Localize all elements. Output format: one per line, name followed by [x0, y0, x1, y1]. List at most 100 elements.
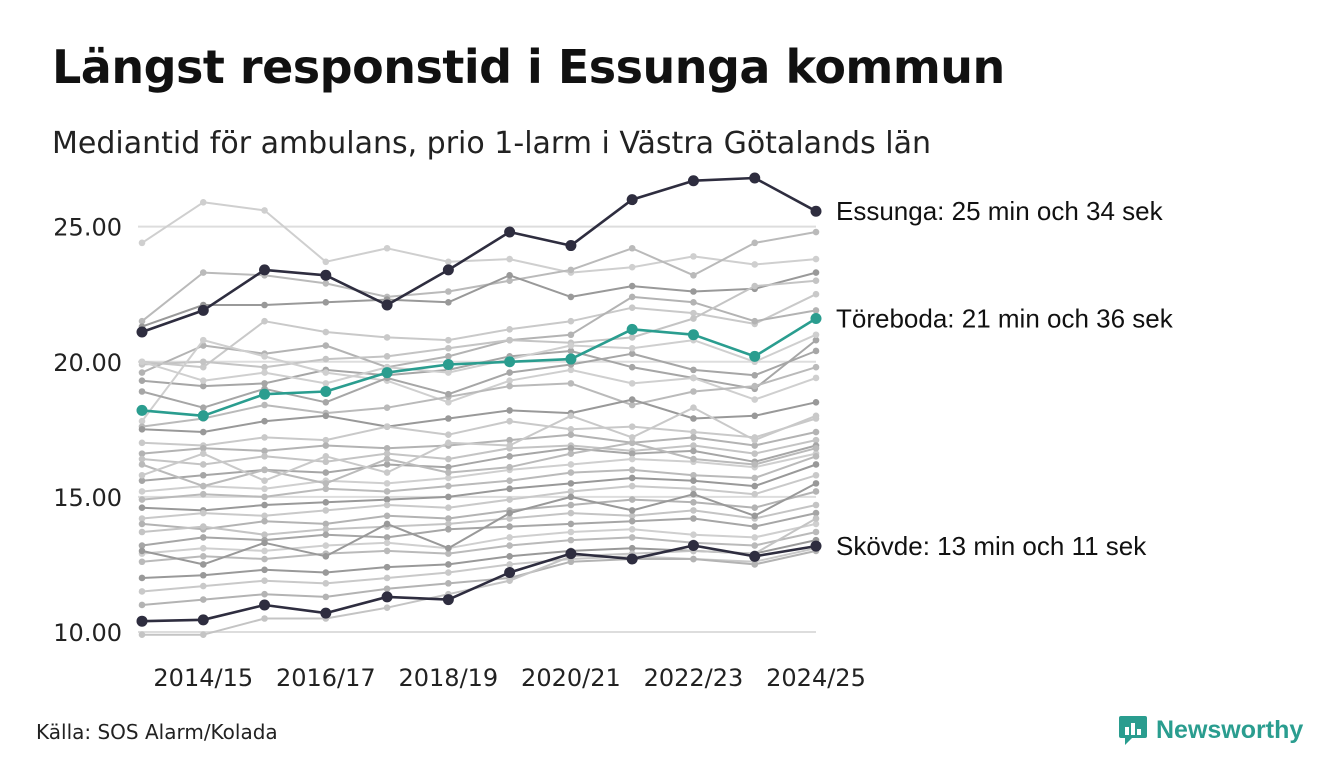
data-point [628, 526, 636, 533]
data-point [383, 461, 391, 468]
x-tick-label: 2018/19 [399, 664, 499, 692]
newsworthy-logo: Newsworthy [1118, 714, 1303, 746]
data-point [567, 450, 575, 457]
data-point [626, 194, 638, 206]
data-point [810, 313, 822, 325]
series-line [141, 444, 817, 482]
data-point [751, 461, 759, 468]
data-point [138, 471, 146, 479]
data-point [690, 485, 697, 493]
data-point [445, 561, 452, 568]
data-point [445, 336, 452, 344]
data-point [506, 561, 513, 568]
series-end-label: Skövde: 13 min och 11 sek [836, 531, 1147, 561]
data-point [261, 434, 268, 441]
data-point [383, 455, 391, 463]
data-point [567, 493, 575, 501]
data-point [261, 207, 268, 214]
series-line [141, 398, 817, 433]
highlighted-series [136, 172, 822, 627]
data-point [690, 315, 697, 322]
data-point [261, 317, 268, 325]
y-tick-label: 15.00 [53, 484, 122, 512]
data-point [197, 614, 209, 626]
data-point [751, 534, 759, 541]
data-point [567, 380, 575, 387]
data-point [381, 367, 393, 379]
data-point [628, 334, 636, 341]
data-point [567, 342, 575, 349]
series-labels: Essunga: 25 min och 34 sek Töreboda: 21 m… [836, 196, 1174, 561]
data-point [628, 396, 636, 403]
data-point [506, 436, 513, 444]
data-point [810, 205, 822, 217]
data-point [567, 366, 575, 374]
data-point [261, 453, 268, 460]
data-point [628, 439, 636, 447]
data-point [138, 477, 146, 484]
data-point [812, 363, 820, 371]
data-point [322, 436, 330, 444]
data-point [445, 455, 452, 463]
data-point [690, 271, 697, 279]
series-kommun-30 [138, 439, 820, 490]
data-point [322, 299, 330, 306]
data-point [199, 490, 207, 498]
data-point [445, 474, 452, 482]
data-point [687, 175, 699, 187]
data-point [322, 520, 330, 528]
data-point [322, 458, 330, 466]
data-point [445, 369, 452, 376]
data-point [383, 604, 391, 611]
data-point [261, 380, 268, 387]
data-point [812, 515, 820, 522]
data-point [442, 264, 454, 276]
data-point [445, 493, 452, 501]
data-point [628, 496, 636, 503]
data-point [812, 347, 820, 355]
series-kommun-1 [138, 199, 820, 276]
data-point [445, 526, 452, 533]
series-kommun-31 [138, 480, 820, 568]
data-point [383, 444, 391, 452]
data-point [197, 410, 209, 422]
series-kommun-3 [138, 269, 820, 330]
data-point [567, 558, 575, 566]
data-point [381, 591, 393, 603]
data-point [506, 523, 513, 530]
data-point [749, 550, 761, 562]
data-point [812, 471, 820, 479]
data-point [751, 512, 759, 520]
data-point [690, 442, 697, 449]
data-point [565, 548, 577, 560]
data-point [690, 434, 697, 441]
data-point [626, 553, 638, 565]
series-line [141, 279, 817, 369]
data-point [628, 434, 636, 441]
series-t-reboda [136, 313, 822, 422]
data-point [751, 239, 759, 247]
data-point [322, 328, 330, 336]
data-point [322, 580, 330, 587]
series-line [141, 452, 817, 493]
series-line [141, 271, 817, 328]
data-point [383, 563, 391, 571]
data-point [690, 309, 697, 317]
data-point [690, 253, 697, 260]
data-point [138, 601, 146, 609]
data-point [199, 471, 207, 479]
data-point [322, 342, 330, 349]
data-point [445, 353, 452, 360]
series-line [141, 293, 817, 369]
data-point [138, 239, 146, 247]
data-point [261, 353, 268, 360]
data-point [138, 369, 146, 376]
data-point [322, 369, 330, 376]
data-point [567, 266, 575, 274]
data-point [751, 504, 759, 511]
series-line [141, 333, 817, 385]
data-point [138, 455, 146, 463]
data-point [506, 277, 513, 284]
series-kommun-4 [138, 290, 820, 371]
data-point [506, 453, 513, 460]
